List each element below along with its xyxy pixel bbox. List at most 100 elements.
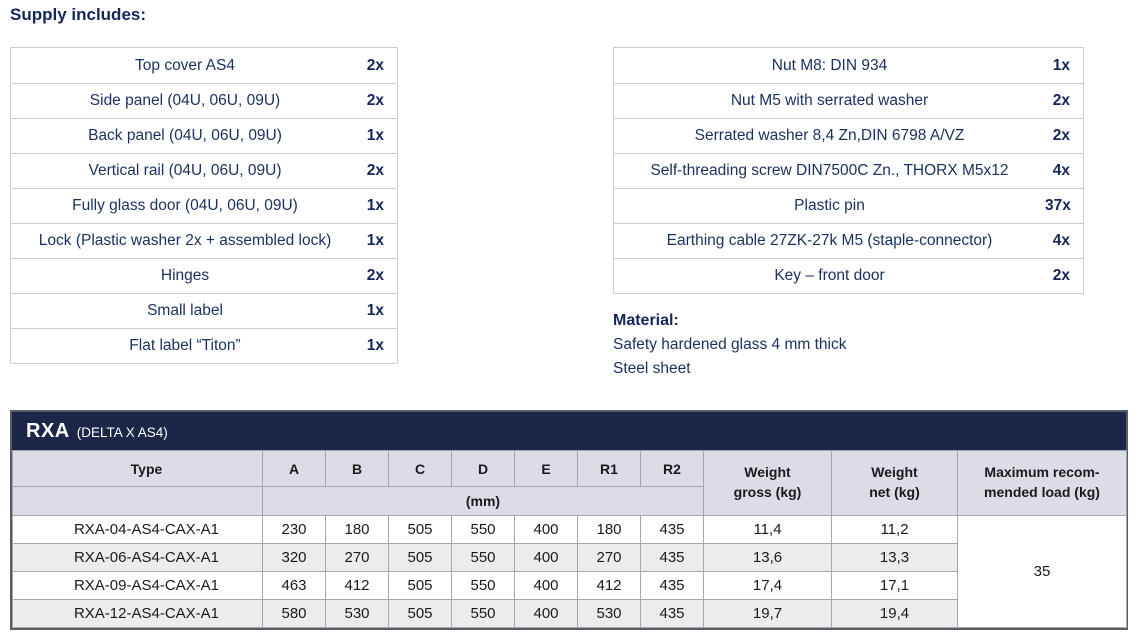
supply-item-qty: 1x bbox=[366, 197, 384, 214]
supply-item-qty: 2x bbox=[1052, 127, 1070, 144]
spec-cell: 180 bbox=[325, 515, 389, 544]
supply-row: Side panel (04U, 06U, 09U) 2x bbox=[11, 83, 397, 118]
spec-type-cell: RXA-06-AS4-CAX-A1 bbox=[12, 543, 263, 572]
supply-item-label: Hinges bbox=[160, 267, 210, 284]
supply-item-qty: 1x bbox=[366, 127, 384, 144]
spec-cell: 435 bbox=[640, 599, 704, 628]
supply-right-table: Nut M8: DIN 934 1x Nut M5 with serrated … bbox=[613, 47, 1084, 294]
spec-col-r2: R2 bbox=[640, 450, 704, 487]
supply-row: Top cover AS4 2x bbox=[11, 48, 397, 83]
supply-item-qty: 2x bbox=[366, 267, 384, 284]
spec-cell: 270 bbox=[577, 543, 641, 572]
supply-item-qty: 1x bbox=[1052, 56, 1070, 74]
supply-row: Vertical rail (04U, 06U, 09U) 2x bbox=[11, 153, 397, 188]
supply-row: Fully glass door (04U, 06U, 09U) 1x bbox=[11, 188, 397, 223]
spec-weight-net-cell: 19,4 bbox=[831, 599, 958, 628]
spec-cell: 505 bbox=[388, 571, 452, 600]
supply-row: Lock (Plastic washer 2x + assembled lock… bbox=[11, 223, 397, 258]
supply-row: Serrated washer 8,4 Zn,DIN 6798 A/VZ 2x bbox=[614, 118, 1083, 153]
spec-col-type: Type bbox=[12, 450, 263, 487]
spec-unit-label: (mm) bbox=[262, 486, 704, 516]
spec-col-a: A bbox=[262, 450, 326, 487]
spec-data-row: RXA-04-AS4-CAX-A1 230 180 505 550 400 18… bbox=[12, 515, 1127, 628]
spec-cell: 270 bbox=[325, 543, 389, 572]
spec-col-b: B bbox=[325, 450, 389, 487]
spec-cell: 550 bbox=[451, 599, 515, 628]
supply-item-label: Small label bbox=[147, 302, 223, 319]
spec-weight-net-cell: 17,1 bbox=[831, 571, 958, 600]
spec-cell: 435 bbox=[640, 543, 704, 572]
spec-cell: 530 bbox=[577, 599, 641, 628]
spec-cell: 505 bbox=[388, 599, 452, 628]
spec-max-load-cell: 35 bbox=[957, 515, 1127, 628]
material-title: Material: bbox=[613, 312, 679, 329]
supply-item-qty: 1x bbox=[366, 302, 384, 319]
spec-col-weight-gross: Weight gross (kg) bbox=[703, 450, 832, 516]
supply-row: Self-threading screw DIN7500C Zn., THORX… bbox=[614, 153, 1083, 188]
spec-type-cell: RXA-04-AS4-CAX-A1 bbox=[12, 515, 263, 544]
header-line: Weight bbox=[871, 464, 918, 481]
spec-data-row: RXA-06-AS4-CAX-A1 320 270 505 550 400 27… bbox=[12, 543, 1127, 572]
spec-weight-gross-cell: 11,4 bbox=[703, 515, 832, 544]
spec-cell: 400 bbox=[514, 543, 578, 572]
supply-item-qty: 2x bbox=[366, 162, 384, 179]
spec-cell: 230 bbox=[262, 515, 326, 544]
spec-table-title: RXA bbox=[26, 419, 70, 442]
spec-cell: 530 bbox=[325, 599, 389, 628]
supply-item-label: Earthing cable 27ZK-27k M5 (staple-conne… bbox=[666, 232, 993, 249]
supply-item-label: Nut M5 with serrated washer bbox=[730, 92, 929, 109]
supply-item-label: Flat label “Titon” bbox=[129, 337, 241, 354]
spec-cell: 550 bbox=[451, 543, 515, 572]
supply-row: Plastic pin 37x bbox=[614, 188, 1083, 223]
supply-row: Nut M5 with serrated washer 2x bbox=[614, 83, 1083, 118]
supply-item-label: Back panel (04U, 06U, 09U) bbox=[88, 127, 282, 144]
spec-weight-gross-cell: 17,4 bbox=[703, 571, 832, 600]
spec-cell: 580 bbox=[262, 599, 326, 628]
spec-col-c: C bbox=[388, 450, 452, 487]
page-title: Supply includes: bbox=[10, 5, 147, 24]
spec-weight-net-cell: 13,3 bbox=[831, 543, 958, 572]
spec-cell: 400 bbox=[514, 515, 578, 544]
supply-item-qty: 2x bbox=[1052, 267, 1070, 284]
spec-cell: 180 bbox=[577, 515, 641, 544]
spec-cell: 550 bbox=[451, 515, 515, 544]
spec-cell: 505 bbox=[388, 515, 452, 544]
supply-item-label: Self-threading screw DIN7500C Zn., THORX… bbox=[650, 162, 1009, 179]
header-line: Maximum recom- bbox=[984, 464, 1100, 481]
spec-cell: 435 bbox=[640, 571, 704, 600]
spec-table-subtitle: (DELTA X AS4) bbox=[76, 424, 168, 440]
spec-type-cell: RXA-12-AS4-CAX-A1 bbox=[12, 599, 263, 628]
supply-item-label: Plastic pin bbox=[794, 197, 865, 214]
supply-item-label: Lock (Plastic washer 2x + assembled lock… bbox=[38, 232, 332, 249]
spec-header-row: Type A B C D E R1 R2 Weight gross (kg) We… bbox=[12, 450, 1127, 516]
header-line: gross (kg) bbox=[733, 484, 802, 500]
supply-row: Back panel (04U, 06U, 09U) 1x bbox=[11, 118, 397, 153]
spec-col-d: D bbox=[451, 450, 515, 487]
spec-col-e: E bbox=[514, 450, 578, 487]
supply-row: Key – front door 2x bbox=[614, 258, 1083, 293]
spec-col-r1: R1 bbox=[577, 450, 641, 487]
supply-row: Earthing cable 27ZK-27k M5 (staple-conne… bbox=[614, 223, 1083, 258]
supply-item-label: Key – front door bbox=[774, 267, 885, 284]
supply-row: Flat label “Titon” 1x bbox=[11, 328, 397, 363]
supply-left-table: Top cover AS4 2x Side panel (04U, 06U, 0… bbox=[10, 47, 398, 364]
supply-item-qty: 1x bbox=[366, 232, 384, 249]
spec-col-weight-net: Weight net (kg) bbox=[831, 450, 958, 516]
spec-cell: 412 bbox=[325, 571, 389, 600]
spec-cell: 320 bbox=[262, 543, 326, 572]
header-line: mended load (kg) bbox=[984, 484, 1100, 500]
supply-item-qty: 4x bbox=[1052, 162, 1070, 179]
header-line: net (kg) bbox=[869, 484, 920, 500]
supply-item-label: Vertical rail (04U, 06U, 09U) bbox=[88, 162, 282, 179]
supply-item-qty: 37x bbox=[1045, 197, 1071, 214]
spec-data-row: RXA-12-AS4-CAX-A1 580 530 505 550 400 53… bbox=[12, 599, 1127, 628]
spec-type-cell: RXA-09-AS4-CAX-A1 bbox=[12, 571, 263, 600]
supply-item-label: Serrated washer 8,4 Zn,DIN 6798 A/VZ bbox=[694, 127, 965, 144]
spec-cell: 505 bbox=[388, 543, 452, 572]
spec-unit-empty-cell bbox=[12, 486, 263, 516]
spec-cell: 412 bbox=[577, 571, 641, 600]
spec-weight-net-cell: 11,2 bbox=[831, 515, 958, 544]
header-line: Weight bbox=[744, 464, 791, 481]
spec-table: RXA (DELTA X AS4) Type A B C D E R1 R2 W… bbox=[10, 410, 1128, 630]
supply-item-label: Side panel (04U, 06U, 09U) bbox=[89, 92, 281, 109]
